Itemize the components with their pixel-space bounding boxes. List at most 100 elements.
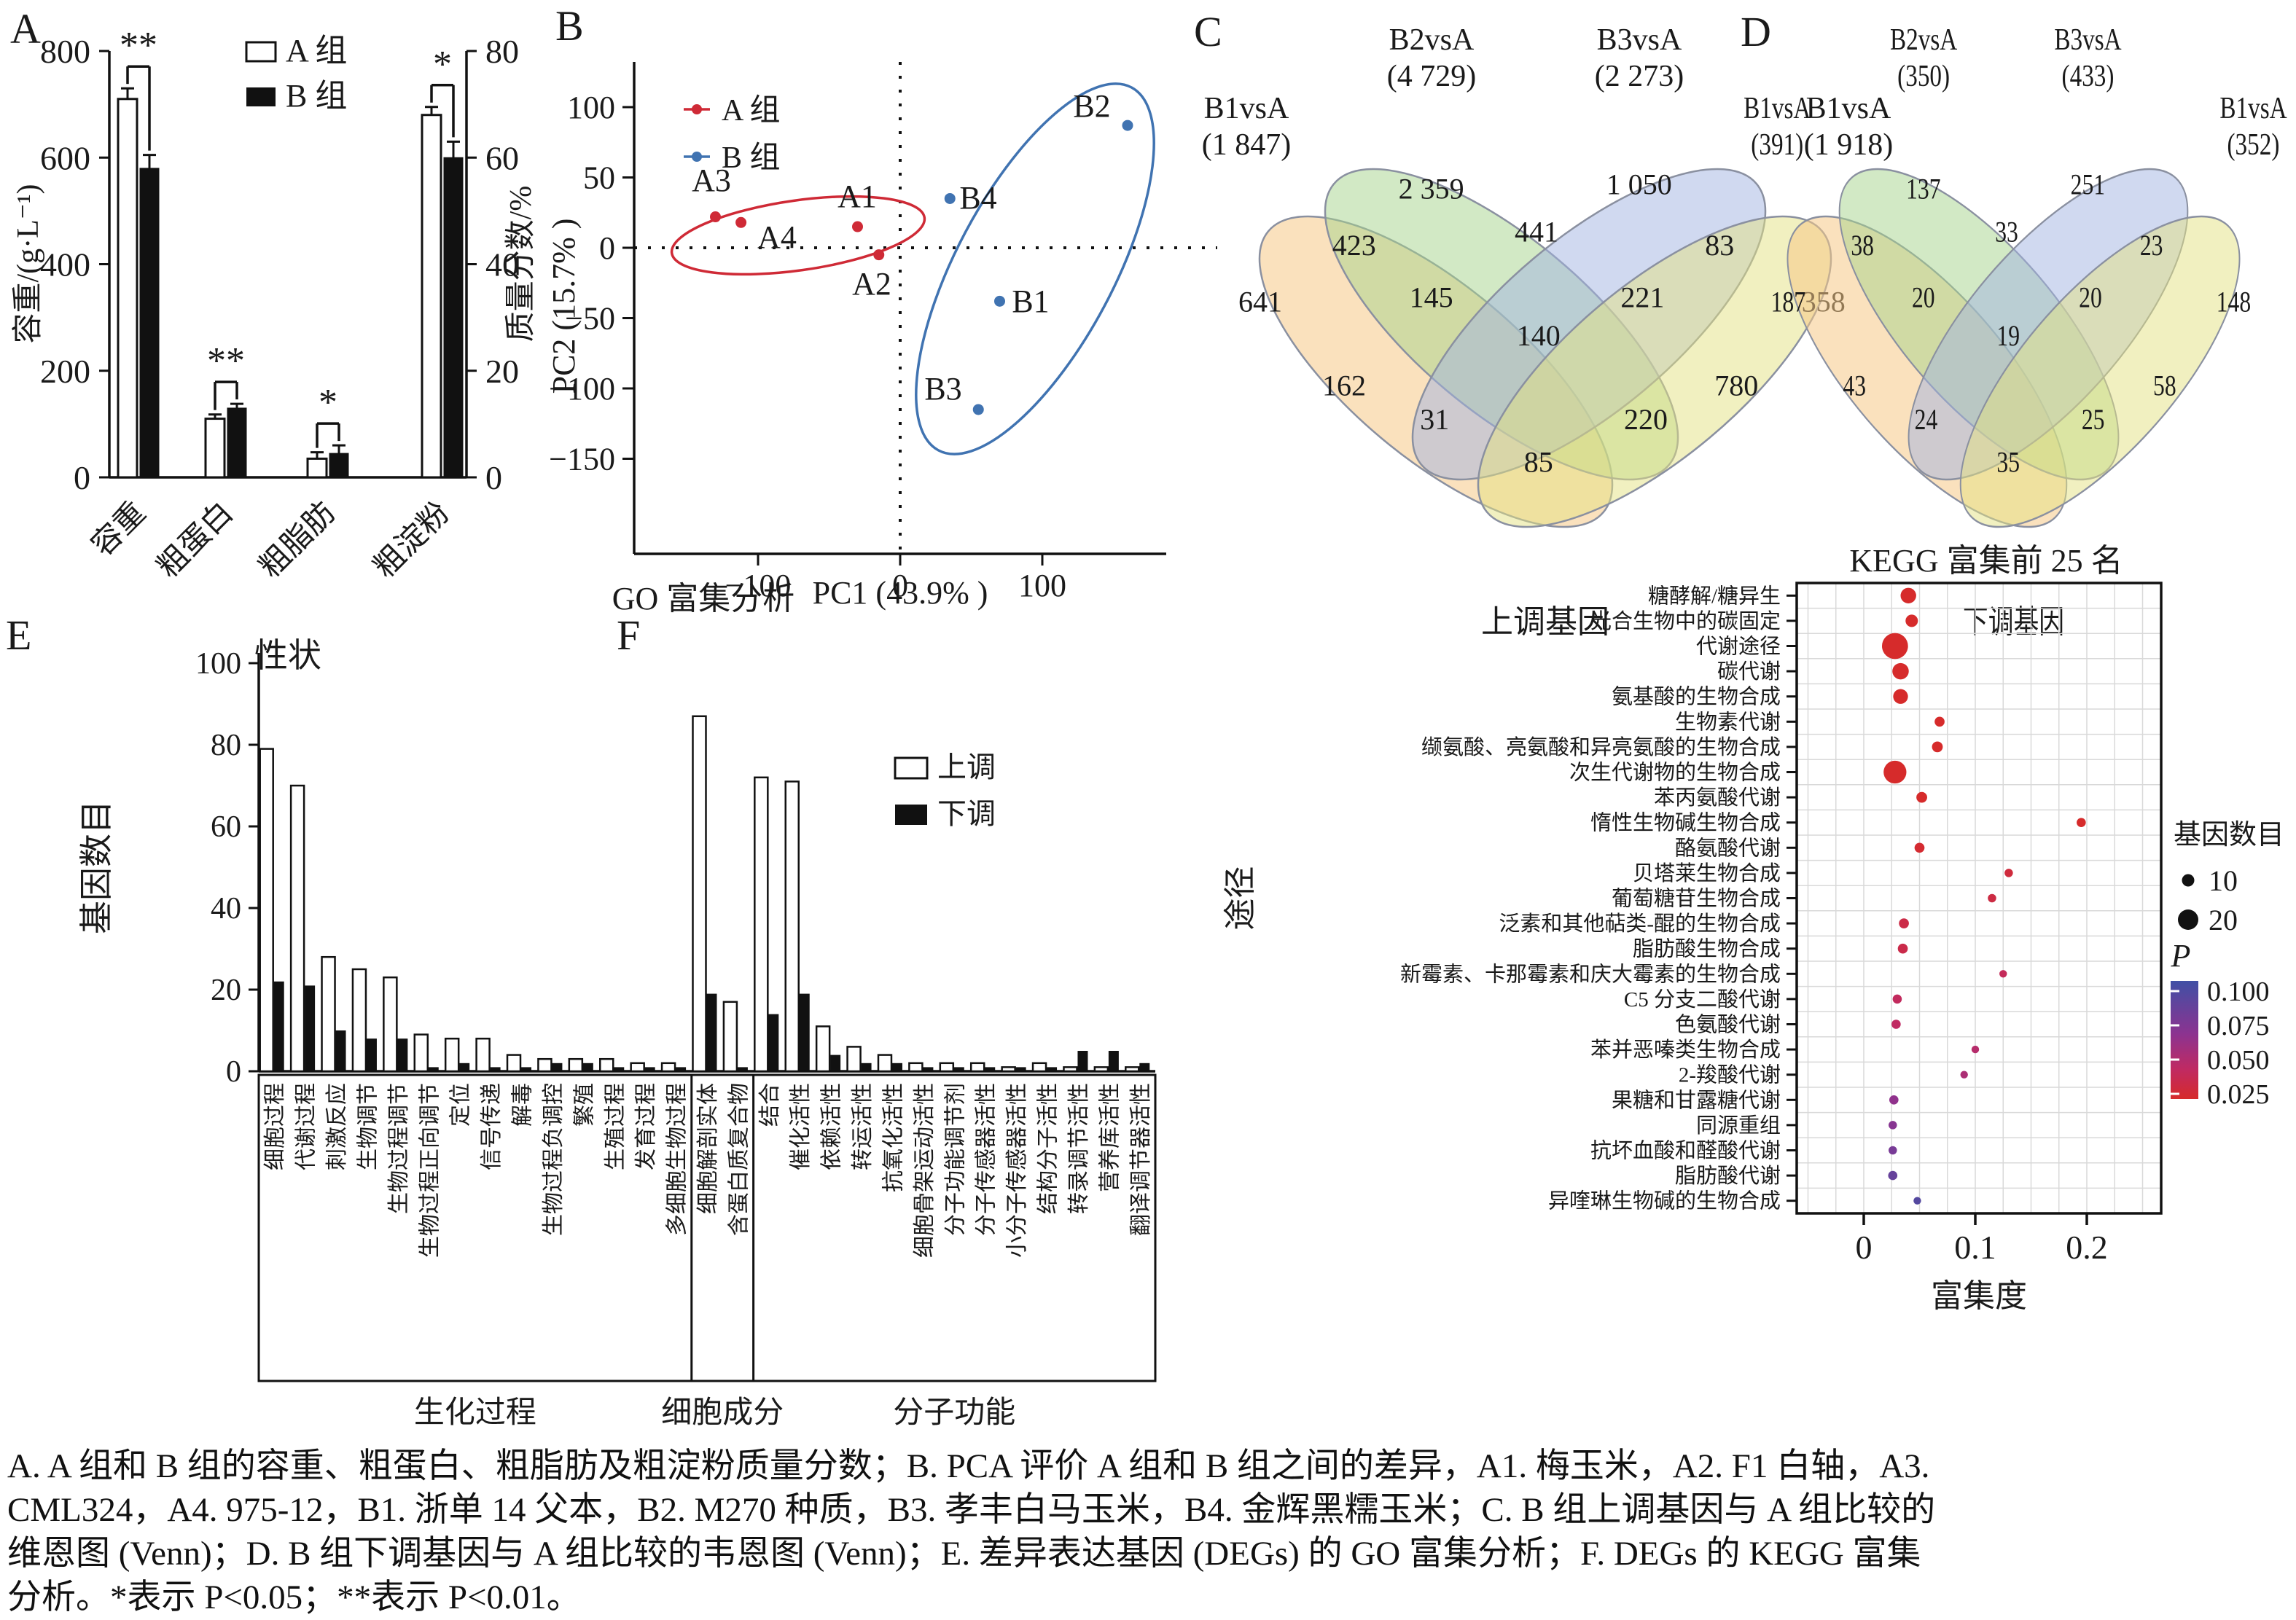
dot-脂肪酸生物合成 bbox=[1897, 943, 1908, 954]
region-count-set2_set3_set4: 20 bbox=[2079, 281, 2102, 313]
left-tick-label: 200 bbox=[40, 353, 90, 390]
bar-up-结合 bbox=[754, 776, 769, 1073]
dot-惰性生物碱生物合成 bbox=[2077, 818, 2086, 827]
sample-label-B4: B4 bbox=[959, 180, 996, 216]
region-count-set2_set3: 441 bbox=[1515, 216, 1558, 249]
bar-up-解毒 bbox=[506, 1054, 522, 1073]
category-label-生物调节: 生物调节 bbox=[356, 1083, 380, 1170]
sample-label-B1: B1 bbox=[1012, 283, 1049, 319]
legend-marker-groupA bbox=[692, 104, 702, 114]
region-count-set1_only: 187 bbox=[1771, 286, 1805, 318]
bar-down-含蛋白质复合物 bbox=[737, 1067, 748, 1071]
chart-title: GO 富集分析 bbox=[612, 581, 795, 617]
right-tick-label: 0 bbox=[485, 459, 502, 496]
region-count-set1_set3_set4: 31 bbox=[1420, 403, 1449, 436]
y-tick-label: 0 bbox=[599, 230, 615, 266]
legend-swatch-up bbox=[894, 756, 929, 780]
pathway-label: 苯并恶嗪类生物合成 bbox=[1590, 1038, 1781, 1062]
legend-label-groupA: A 组 bbox=[722, 94, 781, 128]
bar-down-翻译调节器活性 bbox=[1139, 1063, 1150, 1071]
p-legend-title: P bbox=[2171, 938, 2191, 974]
pathway-label: 惰性生物碱生物合成 bbox=[1590, 811, 1781, 835]
bar-up-代谢过程 bbox=[289, 784, 305, 1073]
dot-苯并恶嗪类生物合成 bbox=[1971, 1045, 1980, 1054]
bar-down-容重 bbox=[139, 168, 160, 478]
size-legend-label-10: 10 bbox=[2209, 864, 2238, 897]
dot-葡萄糖苷生物合成 bbox=[1988, 893, 1996, 903]
bar-down-细胞骨架运动活性 bbox=[923, 1067, 934, 1071]
bar-down-催化活性 bbox=[799, 993, 810, 1071]
bar-down-细胞过程 bbox=[273, 981, 284, 1071]
dot-同源重组 bbox=[1889, 1121, 1897, 1130]
category-label-结合: 结合 bbox=[758, 1083, 782, 1127]
set-name-1: B1vsA bbox=[1744, 91, 1811, 125]
bar-up-结构分子活性 bbox=[1031, 1062, 1047, 1073]
bar-up-繁殖 bbox=[568, 1057, 584, 1073]
bar-up-生物调节 bbox=[351, 968, 367, 1073]
set-count-4: (1 918) bbox=[1804, 128, 1893, 162]
bar-down-定位 bbox=[459, 1063, 470, 1071]
category-label-依赖活性: 依赖活性 bbox=[820, 1083, 844, 1170]
sample-label-B3: B3 bbox=[924, 371, 961, 407]
p-colorbar bbox=[2171, 981, 2198, 1099]
dot-新霉素、卡那霉素和庆大霉素的生物合成 bbox=[1999, 970, 2007, 978]
y-tick-label: 100 bbox=[195, 647, 241, 681]
bar-up-转运活性 bbox=[846, 1046, 862, 1073]
sample-label-A1: A1 bbox=[837, 179, 877, 214]
size-legend-dot-10 bbox=[2182, 874, 2195, 887]
bar-up-发育过程 bbox=[630, 1062, 645, 1073]
bar-up-生殖过程 bbox=[599, 1057, 614, 1073]
x-tick-label: −100 bbox=[725, 568, 792, 603]
pathway-label: C5 分支二酸代谢 bbox=[1624, 987, 1781, 1011]
bar-down-分子传感器活性 bbox=[985, 1067, 996, 1071]
legend-label-groupB: B 组 bbox=[286, 78, 347, 114]
set-count-3: (2 273) bbox=[1595, 60, 1684, 93]
category-label-发育过程: 发育过程 bbox=[634, 1083, 658, 1170]
pathway-label: 脂肪酸代谢 bbox=[1675, 1164, 1781, 1188]
bar-down-发育过程 bbox=[644, 1067, 655, 1071]
bar-down-转运活性 bbox=[861, 1063, 872, 1071]
left-tick-label: 800 bbox=[40, 33, 90, 70]
region-count-set1_set3_set4: 24 bbox=[1915, 403, 1938, 435]
category-label-刺激反应: 刺激反应 bbox=[325, 1083, 349, 1170]
sample-point-A4 bbox=[735, 216, 747, 228]
category-label-细胞解剖实体: 细胞解剖实体 bbox=[696, 1083, 720, 1214]
bar-down-生物过程调节 bbox=[397, 1038, 408, 1071]
group-label-分子功能: 分子功能 bbox=[893, 1396, 1015, 1430]
go-enrichment-bar-chart: GO 富集分析020406080100基因数目细胞过程 代谢过程 刺激反应 生物调节生… bbox=[78, 581, 1157, 1430]
pathway-label: 缬氨酸、亮氨酸和异亮氨酸的生物合成 bbox=[1421, 735, 1781, 759]
venn-ellipse-set4 bbox=[1959, 215, 2241, 528]
bar-up-转录调节活性 bbox=[1063, 1066, 1078, 1073]
region-count-set1_set4: 85 bbox=[1524, 446, 1553, 479]
legend-label-down: 下调 bbox=[937, 797, 996, 830]
category-label-小分子传感器活性: 小分子传感器活性 bbox=[1005, 1083, 1029, 1258]
region-count-set1_set2_set4: 25 bbox=[2082, 403, 2105, 435]
colorbar-tick-label: 0.025 bbox=[2207, 1079, 2270, 1110]
figure-caption: A. A 组和 B 组的容重、粗蛋白、粗脂肪及粗淀粉质量分数；B. PCA 评价… bbox=[7, 1444, 2290, 1620]
right-tick-label: 20 bbox=[485, 353, 519, 390]
panel-e-letter: E bbox=[6, 611, 32, 659]
bar-up-多细胞生物过程 bbox=[660, 1062, 676, 1073]
bar-down-结构分子活性 bbox=[1047, 1067, 1058, 1071]
y-tick-label: 20 bbox=[211, 974, 241, 1007]
right-tick-label: 80 bbox=[485, 33, 519, 70]
region-count-set2_set3_set4: 221 bbox=[1620, 281, 1664, 313]
category-label-催化活性: 催化活性 bbox=[789, 1083, 813, 1170]
region-count-set3_set4: 23 bbox=[2140, 230, 2163, 262]
pathway-label: 泛素和其他萜类-醌的生物合成 bbox=[1499, 912, 1781, 936]
sample-point-B1 bbox=[994, 295, 1005, 307]
set-count-1: (391) bbox=[1751, 128, 1803, 162]
dot-异喹琳生物碱的生物合成 bbox=[1913, 1197, 1921, 1205]
significance-mark: ** bbox=[207, 340, 245, 382]
category-label-生物过程负调控: 生物过程负调控 bbox=[542, 1083, 566, 1236]
dot-2-羧酸代谢 bbox=[1960, 1071, 1968, 1079]
caption-line-3: 维恩图 (Venn)；D. B 组下调基因与 A 组比较的韦恩图 (Venn)；… bbox=[7, 1535, 1921, 1573]
pathway-label: 生物素代谢 bbox=[1675, 710, 1781, 734]
y-tick-label: 60 bbox=[211, 810, 241, 844]
venn-bottom-caption: 上调基因 bbox=[1481, 604, 1609, 640]
panel-f-letter: F bbox=[617, 611, 641, 659]
legend-label-groupA: A 组 bbox=[286, 33, 347, 69]
bar-down-粗淀粉 bbox=[443, 157, 464, 478]
bar-up-粗淀粉 bbox=[421, 114, 442, 479]
